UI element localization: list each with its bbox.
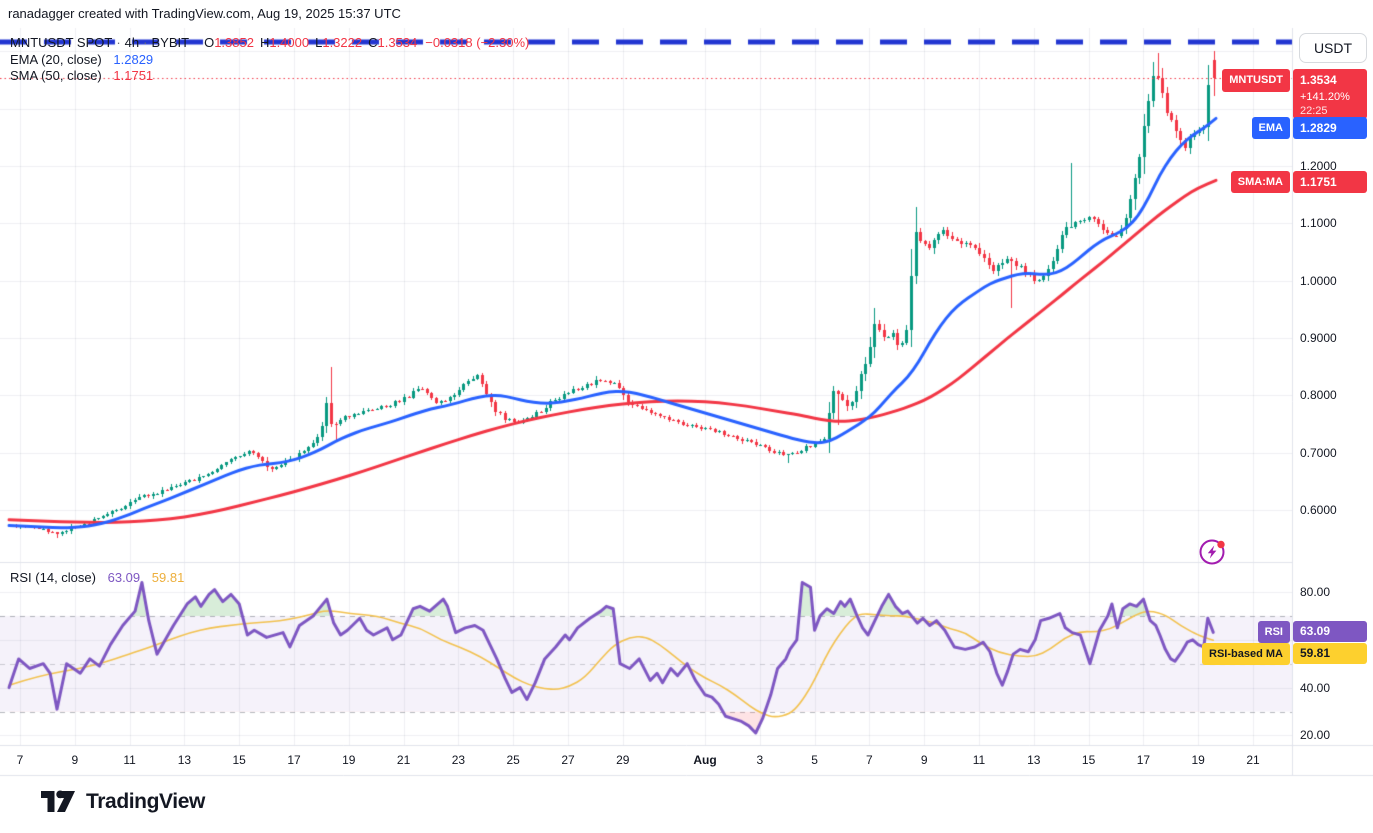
change-percent: +141.20%	[1300, 91, 1350, 103]
price-axis-label: 1.2000	[1300, 159, 1337, 173]
rsi-tag: RSI	[1257, 621, 1290, 643]
sma-legend-row[interactable]: SMA (50, close) 1.1751	[10, 68, 153, 83]
last-price: 1.3534	[1300, 73, 1337, 87]
price-axis-label: 0.7000	[1300, 445, 1337, 460]
legend-separator: ·	[116, 35, 121, 50]
price-axis-label: 0.8000	[1300, 388, 1337, 403]
ema-tag: EMA	[1251, 117, 1290, 139]
sma-badge: 1.1751	[1293, 171, 1367, 193]
rsi-ma-tag: RSI-based MA	[1202, 643, 1290, 665]
rsi-axis-label: 40.00	[1300, 680, 1331, 695]
time-axis-label: 13	[177, 753, 192, 767]
currency-button[interactable]: USDT	[1299, 33, 1367, 63]
ohlc-values: O1.3852 H1.4000 L1.3222 C1.3534 −0.0318 (−2.…	[198, 35, 529, 50]
time-axis-label: 11	[972, 753, 986, 767]
price-axis-label: 0.6000	[1300, 502, 1337, 517]
sma-value: 1.1751	[113, 68, 154, 83]
price-axis-label: 1.1000	[1300, 216, 1337, 231]
symbol-price-badge: 1.3534 +141.20% 22:25	[1293, 69, 1367, 119]
time-axis-label: 11	[123, 753, 136, 767]
high-value: 1.4000	[269, 35, 310, 50]
open-value: 1.3852	[214, 35, 254, 50]
ema-legend-row[interactable]: EMA (20, close) 1.2829	[10, 52, 153, 67]
rsi-legend-row[interactable]: RSI (14, close) 63.09 59.81	[10, 570, 184, 585]
rsi-axis-label: 80.00	[1300, 585, 1331, 599]
legend-separator: ·	[143, 35, 148, 50]
change-value: −0.0318 (−2.30%)	[425, 35, 530, 50]
time-axis-label: 13	[1027, 753, 1041, 767]
price-axis-label: 0.9000	[1300, 330, 1337, 345]
rsi-axis-label: 20.00	[1300, 728, 1331, 743]
symbol-title: MNTUSDT SPOT	[10, 35, 113, 50]
time-axis-label: 17	[287, 753, 301, 767]
close-value: 1.3534	[377, 35, 418, 50]
time-axis-label: 17	[1136, 753, 1151, 767]
time-axis-label: 3	[756, 753, 764, 767]
rsi-ma-badge: 59.81	[1293, 643, 1367, 664]
high-label: H	[259, 35, 270, 50]
time-axis-label: 7	[16, 753, 24, 767]
time-axis-label: 7	[866, 753, 873, 767]
interval-label[interactable]: 4h	[124, 35, 140, 50]
time-axis-label: 9	[920, 753, 928, 767]
rsi-value: 63.09	[107, 570, 141, 585]
time-axis-label: 23	[451, 753, 466, 767]
low-label: L	[315, 35, 323, 50]
tradingview-logo-text: TradingView	[86, 789, 205, 813]
time-axis-label: 9	[71, 753, 79, 767]
time-axis-label: 5	[811, 753, 818, 767]
time-axis-label: Aug	[693, 753, 717, 767]
ema-badge: 1.2829	[1293, 117, 1367, 139]
time-axis-label: 21	[1246, 753, 1260, 767]
time-axis-label: 19	[1191, 753, 1205, 767]
attribution-text: ranadagger created with TradingView.com,…	[8, 6, 401, 21]
sma-tag: SMA:MA	[1230, 171, 1290, 193]
tradingview-logo-icon	[41, 790, 75, 812]
time-axis-label: 15	[1081, 753, 1096, 767]
close-label: C	[368, 35, 378, 50]
exchange-label: BYBIT	[151, 35, 190, 50]
rsi-ma-value: 59.81	[151, 570, 185, 585]
sma-label: SMA (50, close)	[10, 68, 102, 83]
time-axis-label: 21	[396, 753, 411, 767]
ema-value: 1.2829	[113, 52, 154, 67]
tradingview-logo[interactable]: TradingView	[40, 787, 205, 816]
time-axis-label: 19	[342, 753, 356, 767]
flash-activity-button[interactable]	[1197, 536, 1229, 568]
lightning-icon	[1199, 539, 1225, 565]
symbol-legend-row[interactable]: MNTUSDT SPOT · 4h · BYBIT O1.3852 H1.4000 L1.32…	[10, 35, 529, 50]
open-label: O	[204, 35, 215, 50]
time-axis-label: 27	[561, 753, 575, 767]
price-axis-label: 1.0000	[1300, 273, 1337, 288]
ema-label: EMA (20, close)	[10, 52, 102, 67]
time-axis-label: 29	[616, 753, 630, 767]
bar-countdown: 22:25	[1300, 105, 1328, 117]
low-value: 1.3222	[322, 35, 363, 50]
time-axis-label: 25	[506, 753, 520, 767]
rsi-badge: 63.09	[1293, 621, 1367, 642]
time-axis-label: 15	[232, 753, 246, 767]
symbol-price-tag: MNTUSDT	[1222, 69, 1290, 92]
rsi-label: RSI (14, close)	[10, 570, 96, 585]
